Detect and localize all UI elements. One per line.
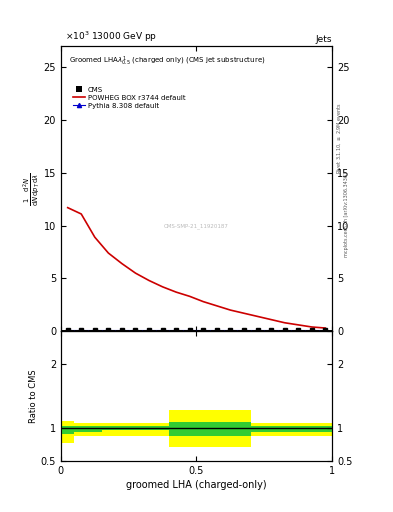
Text: CMS-SMP-21_11920187: CMS-SMP-21_11920187 [164, 223, 229, 228]
Text: Groomed LHA$\lambda^1_{0.5}$ (charged only) (CMS jet substructure): Groomed LHA$\lambda^1_{0.5}$ (charged on… [69, 55, 266, 68]
Text: $\times10^3$ 13000 GeV pp: $\times10^3$ 13000 GeV pp [65, 29, 157, 44]
Y-axis label: Ratio to CMS: Ratio to CMS [29, 369, 38, 423]
X-axis label: groomed LHA (charged-only): groomed LHA (charged-only) [126, 480, 267, 490]
Text: Rivet 3.1.10, $\geq$ 2.9M events: Rivet 3.1.10, $\geq$ 2.9M events [336, 102, 343, 174]
Y-axis label: $\frac{1}{\mathrm{d}N}\frac{\mathrm{d}^2N}{\mathrm{d}p_T\,\mathrm{d}\lambda}$: $\frac{1}{\mathrm{d}N}\frac{\mathrm{d}^2… [21, 172, 42, 206]
Legend: CMS, POWHEG BOX r3744 default, Pythia 8.308 default: CMS, POWHEG BOX r3744 default, Pythia 8.… [73, 87, 185, 109]
Text: Jets: Jets [316, 34, 332, 44]
Text: mcplots.cern.ch [arXiv:1306.3436]: mcplots.cern.ch [arXiv:1306.3436] [344, 173, 349, 258]
